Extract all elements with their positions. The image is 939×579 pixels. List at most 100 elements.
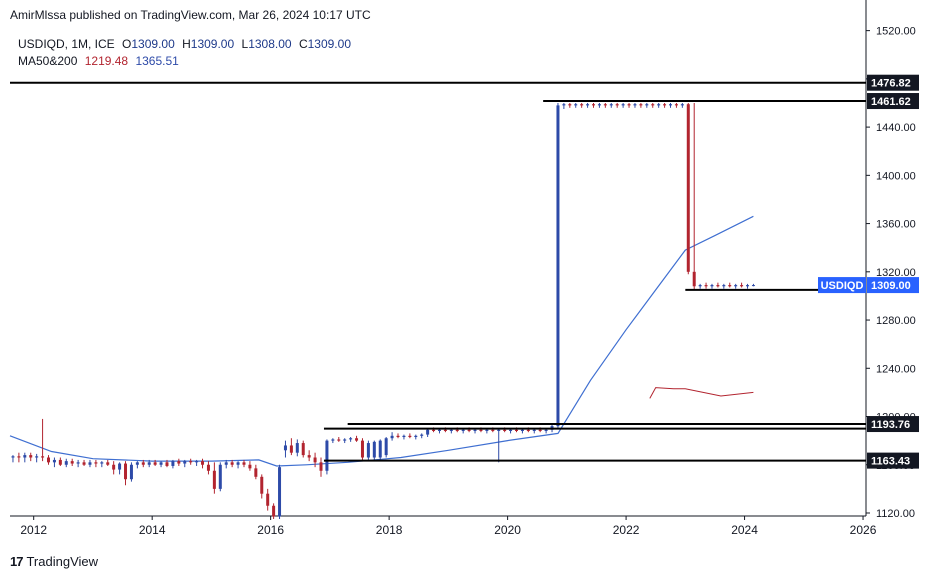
y-tick-label-4: 1360.00 bbox=[876, 219, 916, 231]
candle-body-49 bbox=[301, 443, 305, 456]
candle-body-117 bbox=[704, 285, 708, 287]
ma50-value: 1219.48 bbox=[84, 54, 129, 68]
candle-body-42 bbox=[260, 476, 264, 494]
candle-body-92 bbox=[556, 105, 560, 427]
low-label: L bbox=[241, 37, 249, 51]
candle-body-54 bbox=[331, 439, 335, 441]
level-tag-label-0: 1476.82 bbox=[871, 78, 911, 90]
candle-body-46 bbox=[283, 445, 287, 451]
level-tag-2 bbox=[867, 416, 919, 433]
candle-body-87 bbox=[526, 429, 530, 431]
low-value: 1308.00 bbox=[248, 37, 292, 51]
candle-body-27 bbox=[171, 461, 175, 466]
candle-body-79 bbox=[479, 429, 483, 431]
candle-body-22 bbox=[141, 462, 145, 465]
y-tick-label-7: 1240.00 bbox=[876, 363, 916, 375]
candle-body-112 bbox=[674, 104, 678, 106]
candle-body-14 bbox=[94, 462, 98, 464]
candle-body-70 bbox=[426, 429, 430, 435]
candle-body-120 bbox=[722, 285, 726, 287]
candle-body-124 bbox=[746, 285, 750, 287]
candle-body-15 bbox=[100, 462, 104, 464]
candle-body-113 bbox=[680, 104, 684, 106]
candle-body-99 bbox=[597, 104, 601, 106]
x-tick-label-5: 2022 bbox=[613, 523, 640, 537]
candle-body-18 bbox=[118, 463, 122, 470]
candle-body-76 bbox=[461, 429, 465, 431]
high-value: 1309.00 bbox=[190, 37, 235, 51]
candle-body-77 bbox=[467, 429, 471, 431]
candle-body-48 bbox=[295, 443, 299, 453]
candle-body-106 bbox=[639, 104, 643, 106]
candle-body-32 bbox=[201, 461, 205, 465]
candle-body-102 bbox=[615, 104, 619, 106]
open-label: O bbox=[122, 37, 132, 51]
candle-body-41 bbox=[254, 468, 258, 477]
close-value: 1309.00 bbox=[307, 37, 351, 51]
ohlc-line: USDIQD, 1M, ICE O1309.00 H1309.00 L1308.… bbox=[18, 36, 351, 53]
candle-body-74 bbox=[449, 429, 453, 431]
candle-body-13 bbox=[88, 462, 92, 465]
candle-body-57 bbox=[349, 438, 353, 440]
x-tick-label-3: 2018 bbox=[376, 523, 403, 537]
candle-body-114 bbox=[686, 104, 690, 272]
candle-body-4 bbox=[35, 456, 39, 458]
candle-body-56 bbox=[343, 439, 347, 441]
candle-body-28 bbox=[177, 461, 181, 464]
candle-body-53 bbox=[325, 440, 329, 471]
current-price-tag bbox=[867, 277, 919, 294]
candle-body-84 bbox=[509, 429, 513, 431]
candle-body-61 bbox=[372, 441, 376, 458]
candle-body-66 bbox=[402, 435, 406, 438]
candle-body-3 bbox=[29, 455, 33, 458]
candle-body-39 bbox=[242, 462, 246, 465]
level-tag-label-3: 1163.43 bbox=[871, 456, 910, 468]
candle-body-96 bbox=[580, 104, 584, 106]
candle-body-36 bbox=[224, 462, 228, 465]
y-tick-label-10: 1120.00 bbox=[876, 508, 915, 520]
candle-body-23 bbox=[147, 462, 151, 465]
y-tick-label-6: 1280.00 bbox=[876, 315, 916, 327]
candle-body-111 bbox=[669, 104, 673, 106]
footer-branding: 17 TradingView bbox=[10, 554, 98, 569]
candle-body-94 bbox=[568, 104, 572, 106]
candle-body-65 bbox=[396, 435, 400, 438]
candle-body-45 bbox=[278, 467, 282, 517]
candle-body-83 bbox=[503, 429, 507, 431]
ma200-value: 1365.51 bbox=[135, 54, 179, 68]
publisher-line: AmirMlssa published on TradingView.com, … bbox=[10, 8, 371, 22]
candle-body-60 bbox=[366, 443, 370, 458]
candle-body-105 bbox=[633, 104, 637, 106]
candle-body-29 bbox=[183, 461, 187, 464]
candle-body-78 bbox=[473, 429, 477, 431]
candle-body-44 bbox=[272, 505, 276, 517]
candle-body-2 bbox=[23, 455, 27, 458]
candle-body-81 bbox=[491, 429, 495, 431]
candle-body-123 bbox=[740, 285, 744, 287]
ma-label: MA50&200 bbox=[18, 54, 78, 68]
ma50-line bbox=[649, 387, 754, 399]
candle-body-67 bbox=[408, 435, 412, 438]
candle-body-10 bbox=[70, 461, 74, 464]
candle-body-97 bbox=[586, 104, 590, 106]
candle-body-34 bbox=[212, 470, 216, 489]
x-tick-label-4: 2020 bbox=[494, 523, 521, 537]
candle-body-71 bbox=[432, 429, 436, 431]
high-label: H bbox=[182, 37, 191, 51]
level-tag-label-1: 1461.62 bbox=[871, 96, 911, 108]
candle-body-122 bbox=[734, 285, 738, 287]
candle-body-26 bbox=[165, 462, 169, 466]
candle-body-31 bbox=[195, 461, 199, 463]
candle-body-21 bbox=[135, 462, 139, 465]
symbol-tag bbox=[818, 277, 866, 294]
candle-body-85 bbox=[514, 429, 518, 431]
level-tag-label-2: 1193.76 bbox=[871, 419, 910, 431]
candle-body-55 bbox=[337, 439, 341, 441]
candle-body-101 bbox=[609, 104, 613, 106]
level-tag-1 bbox=[867, 93, 919, 110]
level-tag-3 bbox=[867, 452, 919, 469]
candle-body-8 bbox=[58, 459, 62, 465]
candle-body-98 bbox=[592, 104, 596, 106]
candle-body-19 bbox=[124, 463, 128, 480]
